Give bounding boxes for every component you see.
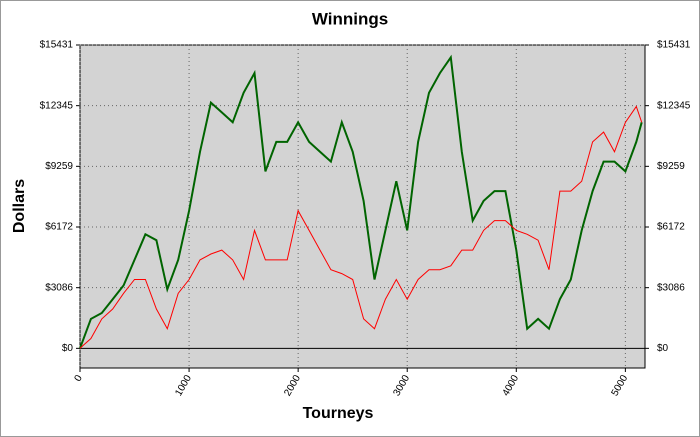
y-axis-label: Dollars	[11, 179, 28, 233]
y-tick-label: $15431	[40, 40, 74, 51]
y-tick-label: $12345	[40, 100, 74, 111]
y2-tick-label: $9259	[657, 161, 685, 172]
y2-tick-label: $0	[657, 343, 669, 354]
y-tick-label: $3086	[45, 282, 73, 293]
y-tick-label: $0	[62, 343, 74, 354]
plot-area	[79, 44, 646, 369]
series-line	[79, 105, 643, 349]
y2-tick-label: $3086	[657, 282, 685, 293]
x-tick-label: 0	[73, 373, 86, 384]
chart-title: Winnings	[312, 9, 388, 28]
y2-tick-label: $15431	[657, 40, 691, 51]
y2-tick-label: $6172	[657, 222, 685, 233]
y-tick-label: $6172	[45, 222, 73, 233]
y2-tick-label: $12345	[657, 100, 691, 111]
series-line	[79, 54, 643, 349]
y-tick-label: $9259	[45, 161, 73, 172]
x-axis-label: Tourneys	[303, 405, 374, 422]
